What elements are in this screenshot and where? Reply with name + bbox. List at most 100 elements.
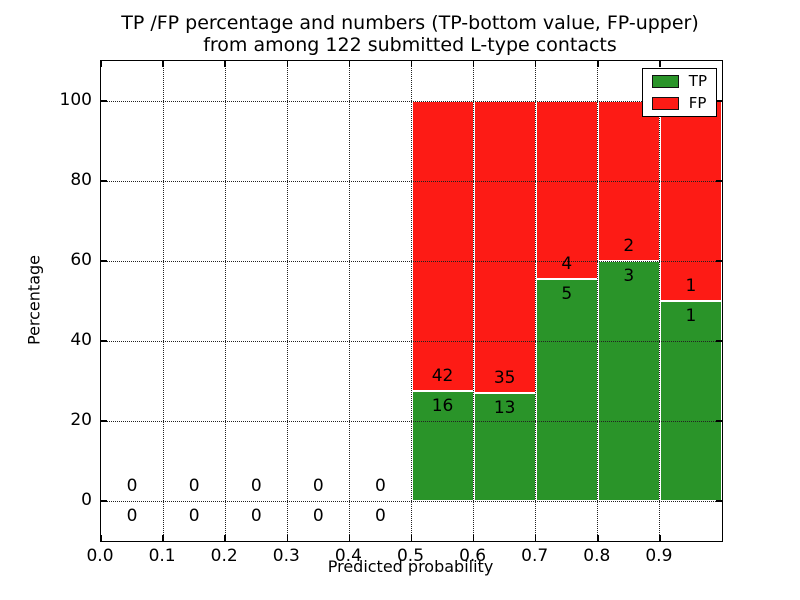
annotation-tp-count: 1 — [685, 306, 697, 326]
bar-segment-tp — [411, 390, 474, 501]
tick-mark-x-top — [100, 61, 102, 67]
x-tick-label: 0.9 — [645, 546, 673, 566]
annotation-fp-count: 1 — [685, 276, 697, 296]
x-tick-label: 0.1 — [148, 546, 176, 566]
annotation-tp-count: 0 — [188, 506, 200, 526]
legend: TP FP — [641, 68, 717, 117]
annotations-layer: 0 0 0 0 0 0 0 0 0 0 42 16 35 13 4 5 2 3 1 1 — [101, 61, 722, 541]
legend-swatch-tp — [651, 75, 679, 88]
x-tick-label: 0.7 — [521, 546, 549, 566]
tick-mark-y-right — [716, 100, 722, 102]
legend-row: TP — [651, 72, 707, 90]
grid-line-x — [535, 61, 537, 541]
x-tick-label: 0.5 — [396, 546, 425, 566]
tick-mark-y-left — [101, 100, 107, 102]
y-tick-label: 80 — [70, 170, 92, 190]
tick-mark-x-bottom — [659, 535, 661, 541]
x-tick-label: 0.8 — [583, 546, 611, 566]
x-tick-label: 0.4 — [334, 546, 362, 566]
grid-line-x — [659, 61, 661, 541]
grid-line-x — [473, 61, 475, 541]
x-axis-label: Predicted probability — [327, 557, 494, 576]
tick-mark-y-right — [716, 420, 722, 422]
tick-mark-x-bottom — [410, 535, 413, 541]
tick-mark-x-bottom — [286, 535, 289, 541]
grid-line-y — [101, 420, 722, 422]
tick-mark-x-top — [597, 61, 599, 67]
tick-mark-x-top — [472, 61, 475, 67]
legend-label: TP — [688, 72, 707, 90]
annotation-fp-count: 35 — [493, 367, 516, 388]
annotation-tp-count: 0 — [375, 506, 386, 526]
bar-segment-fp — [411, 101, 474, 391]
legend-row: FP — [651, 96, 707, 111]
x-tick-label: 0.2 — [210, 546, 238, 566]
annotation-tp-count: 13 — [493, 397, 516, 418]
grid-line-y — [101, 260, 722, 262]
x-tick-label: 0.3 — [272, 546, 300, 566]
annotation-tp-count: 0 — [312, 506, 324, 526]
tick-mark-y-right — [716, 260, 722, 262]
bar-segment-tp — [473, 392, 536, 501]
bar-segment-tp — [597, 261, 660, 501]
grid-line-y — [101, 180, 722, 182]
annotation-fp-count: 0 — [188, 476, 200, 496]
bar-segment-fp — [659, 101, 722, 301]
plot-area: 0 0 0 0 0 0 0 0 0 0 42 16 35 13 4 5 2 3 1 1 TP FP — [100, 60, 723, 542]
tick-mark-y-left — [101, 420, 107, 422]
annotation-tp-count: 5 — [561, 283, 573, 304]
tick-mark-x-top — [534, 61, 537, 67]
tick-mark-x-top — [659, 61, 661, 67]
annotation-fp-count: 4 — [561, 253, 573, 274]
annotation-fp-count: 0 — [375, 476, 386, 496]
annotation-fp-count: 42 — [431, 365, 454, 386]
annotation-tp-count: 3 — [623, 266, 635, 286]
ticks-layer — [100, 61, 722, 541]
bar-segment-fp — [535, 101, 598, 279]
tick-mark-x-top — [224, 61, 226, 67]
tick-mark-x-top — [410, 61, 413, 67]
bar-segment-fp — [473, 101, 536, 393]
grid-line-x — [597, 61, 599, 541]
annotation-tp-count: 0 — [250, 506, 262, 526]
y-tick-label: 100 — [59, 90, 92, 110]
x-tick-label: 0.0 — [86, 546, 114, 566]
bars-layer — [101, 61, 722, 541]
tick-mark-x-bottom — [162, 535, 164, 541]
tick-mark-y-right — [716, 500, 722, 502]
annotation-fp-count: 0 — [250, 476, 262, 496]
tick-mark-x-bottom — [100, 535, 102, 541]
tick-mark-x-bottom — [224, 535, 226, 541]
tick-mark-x-bottom — [348, 535, 351, 541]
grid-line-y — [101, 500, 722, 502]
grid-line-y — [101, 340, 722, 342]
chart-title: TP /FP percentage and numbers (TP-bottom… — [90, 12, 730, 56]
tick-mark-y-left — [101, 180, 107, 182]
annotation-tp-count: 16 — [431, 395, 454, 416]
annotation-fp-count: 2 — [623, 236, 635, 256]
grid-line-x — [411, 61, 412, 541]
tick-mark-y-right — [716, 180, 722, 182]
chart-title-line1: TP /FP percentage and numbers (TP-bottom… — [121, 12, 699, 34]
grid-line-x — [348, 61, 350, 541]
tick-mark-x-bottom — [534, 535, 537, 541]
legend-swatch-fp — [651, 97, 679, 110]
tick-mark-y-left — [101, 260, 107, 262]
grid-line-x — [162, 61, 164, 541]
annotation-fp-count: 0 — [312, 476, 324, 496]
y-tick-label: 20 — [70, 410, 92, 430]
tick-mark-x-top — [162, 61, 164, 67]
grid-line-y — [101, 100, 722, 102]
annotation-tp-count: 0 — [126, 506, 138, 526]
bar-segment-tp — [659, 301, 722, 501]
tick-mark-x-top — [286, 61, 289, 67]
tick-mark-x-top — [348, 61, 351, 67]
tick-mark-y-left — [101, 500, 107, 502]
grid-line-x — [224, 61, 226, 541]
x-tick-label: 0.6 — [459, 546, 487, 566]
tick-mark-y-left — [101, 340, 107, 342]
grid-layer — [101, 61, 722, 541]
y-tick-label: 60 — [70, 250, 92, 270]
annotation-fp-count: 0 — [126, 476, 138, 496]
